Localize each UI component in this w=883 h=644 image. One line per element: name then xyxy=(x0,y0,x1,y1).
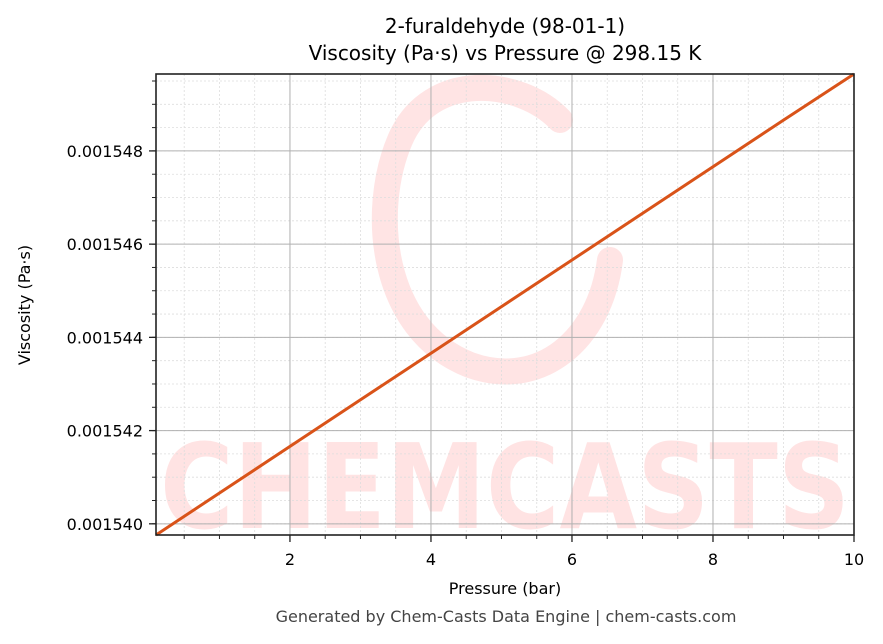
plot-frame xyxy=(155,73,855,536)
watermark-swirl-icon xyxy=(371,74,623,385)
footer-credit: Generated by Chem-Casts Data Engine | ch… xyxy=(275,607,737,626)
chart-subtitle: Viscosity (Pa·s) vs Pressure @ 298.15 K xyxy=(308,41,702,65)
watermark-text: CHEMCASTS xyxy=(160,418,850,556)
chart-title: 2-furaldehyde (98-01-1) xyxy=(384,14,626,38)
y-tick-label: 0.001542 xyxy=(67,422,143,441)
x-tick-label: 10 xyxy=(844,550,864,569)
x-tick-label: 8 xyxy=(708,550,718,569)
x-tick-labels: 2 4 6 8 10 xyxy=(285,550,864,569)
x-tick-label: 2 xyxy=(285,550,295,569)
axis-ticks xyxy=(149,80,855,542)
watermark-logo: CHEMCASTS xyxy=(160,74,850,556)
viscosity-line xyxy=(155,72,855,537)
y-tick-label: 0.001540 xyxy=(67,515,143,534)
y-tick-labels: 0.001540 0.001542 0.001544 0.001546 0.001548 xyxy=(67,142,143,534)
x-tick-label: 6 xyxy=(567,550,577,569)
y-axis-label: Viscosity (Pa·s) xyxy=(15,245,34,365)
x-tick-label: 4 xyxy=(426,550,436,569)
y-tick-label: 0.001548 xyxy=(67,142,143,161)
y-tick-label: 0.001544 xyxy=(67,328,143,347)
x-axis-label: Pressure (bar) xyxy=(449,579,561,598)
y-tick-label: 0.001546 xyxy=(67,235,143,254)
